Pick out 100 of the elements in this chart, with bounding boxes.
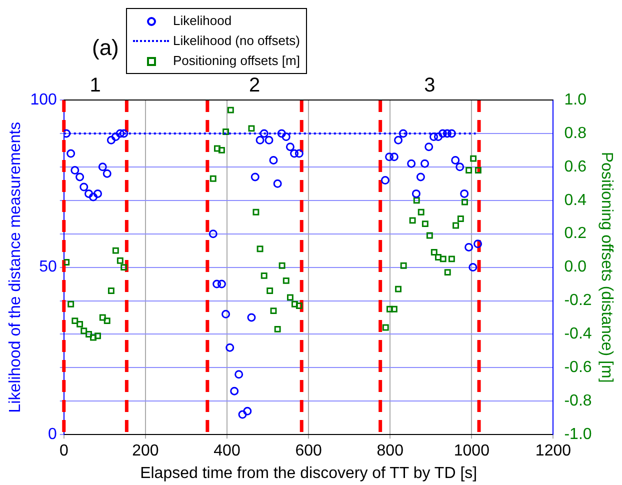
y2-tick-label: -0.2 [564, 292, 592, 310]
point [457, 216, 464, 222]
point [84, 189, 94, 198]
point [447, 129, 456, 138]
point [426, 232, 433, 239]
point [462, 198, 468, 206]
point [290, 149, 299, 158]
point [418, 208, 424, 216]
y2-tick-label: 0.8 [564, 124, 587, 142]
y-axis-title: Likelihood of the distance measurements [7, 122, 24, 413]
x-tick-label: 1000 [454, 442, 490, 460]
point [260, 272, 268, 279]
text: (a) [92, 35, 119, 61]
point [80, 182, 88, 192]
point [266, 287, 274, 294]
y2-tick-label: -0.8 [564, 392, 592, 410]
point [222, 128, 230, 136]
text: 1 [90, 74, 101, 97]
point [247, 313, 256, 322]
point [291, 300, 298, 308]
point [212, 280, 222, 288]
point [409, 217, 416, 224]
point [380, 176, 390, 185]
point [256, 136, 264, 144]
y2-axis-title: Positioning offsets (distance) [m] [598, 152, 615, 383]
point [394, 136, 403, 144]
point [238, 410, 247, 419]
point [464, 242, 474, 252]
point [451, 156, 460, 164]
point [382, 324, 389, 331]
point [400, 262, 407, 269]
point [444, 269, 451, 276]
legend-label: Likelihood [173, 12, 232, 30]
point [99, 314, 106, 321]
point [89, 192, 98, 202]
x-tick-label: 800 [376, 442, 404, 460]
y2-tick-label: 0.4 [564, 192, 587, 209]
point [76, 320, 84, 328]
point [98, 162, 107, 172]
point [226, 343, 234, 352]
legend-label: Likelihood (no offsets) [173, 32, 300, 50]
point [260, 129, 268, 138]
point [120, 129, 128, 138]
point [420, 159, 430, 168]
point [106, 136, 116, 144]
text: 2 [248, 74, 260, 97]
x-tick-label: 400 [214, 442, 240, 460]
y-tick-label: 50 [39, 258, 57, 276]
point [398, 129, 408, 138]
point [230, 386, 239, 396]
y-tick-label: 0 [48, 426, 57, 444]
point [422, 220, 428, 228]
point [248, 125, 255, 132]
y2-tick-label: 0.0 [564, 258, 587, 276]
y2-tick-label: -0.6 [564, 359, 592, 376]
y2-tick-label: 1.0 [564, 91, 587, 108]
point [90, 334, 96, 341]
point [214, 145, 220, 152]
y2-tick-label: 0.2 [564, 225, 587, 242]
point [66, 149, 76, 158]
point [218, 146, 225, 154]
point [390, 152, 398, 162]
point [93, 189, 102, 198]
point [390, 306, 398, 312]
text: 3 [424, 74, 436, 97]
point [227, 106, 234, 114]
point [80, 328, 88, 334]
point [120, 264, 128, 271]
point [64, 129, 71, 138]
point [104, 318, 110, 324]
point [435, 254, 442, 260]
point [256, 246, 264, 252]
x-tick-label: 600 [295, 442, 322, 460]
point [222, 310, 230, 318]
point [430, 132, 438, 142]
point [385, 152, 394, 162]
point [210, 175, 216, 182]
point [269, 156, 278, 164]
point [440, 256, 446, 262]
point [438, 129, 447, 138]
point [282, 132, 290, 142]
point [286, 294, 294, 301]
point [270, 308, 277, 314]
point [452, 222, 459, 229]
point [250, 172, 260, 182]
point [273, 179, 282, 188]
point [274, 326, 281, 332]
point [468, 263, 478, 272]
point [112, 247, 119, 254]
point [234, 370, 244, 379]
point [70, 166, 80, 175]
point [102, 169, 112, 178]
point [448, 256, 455, 262]
point [243, 406, 252, 416]
point [416, 172, 425, 182]
point [407, 159, 416, 168]
y2-tick-label: -0.4 [564, 326, 592, 343]
point [217, 280, 226, 288]
x-tick-label: 1200 [535, 442, 572, 460]
y2-tick-label: -1.0 [564, 426, 592, 444]
